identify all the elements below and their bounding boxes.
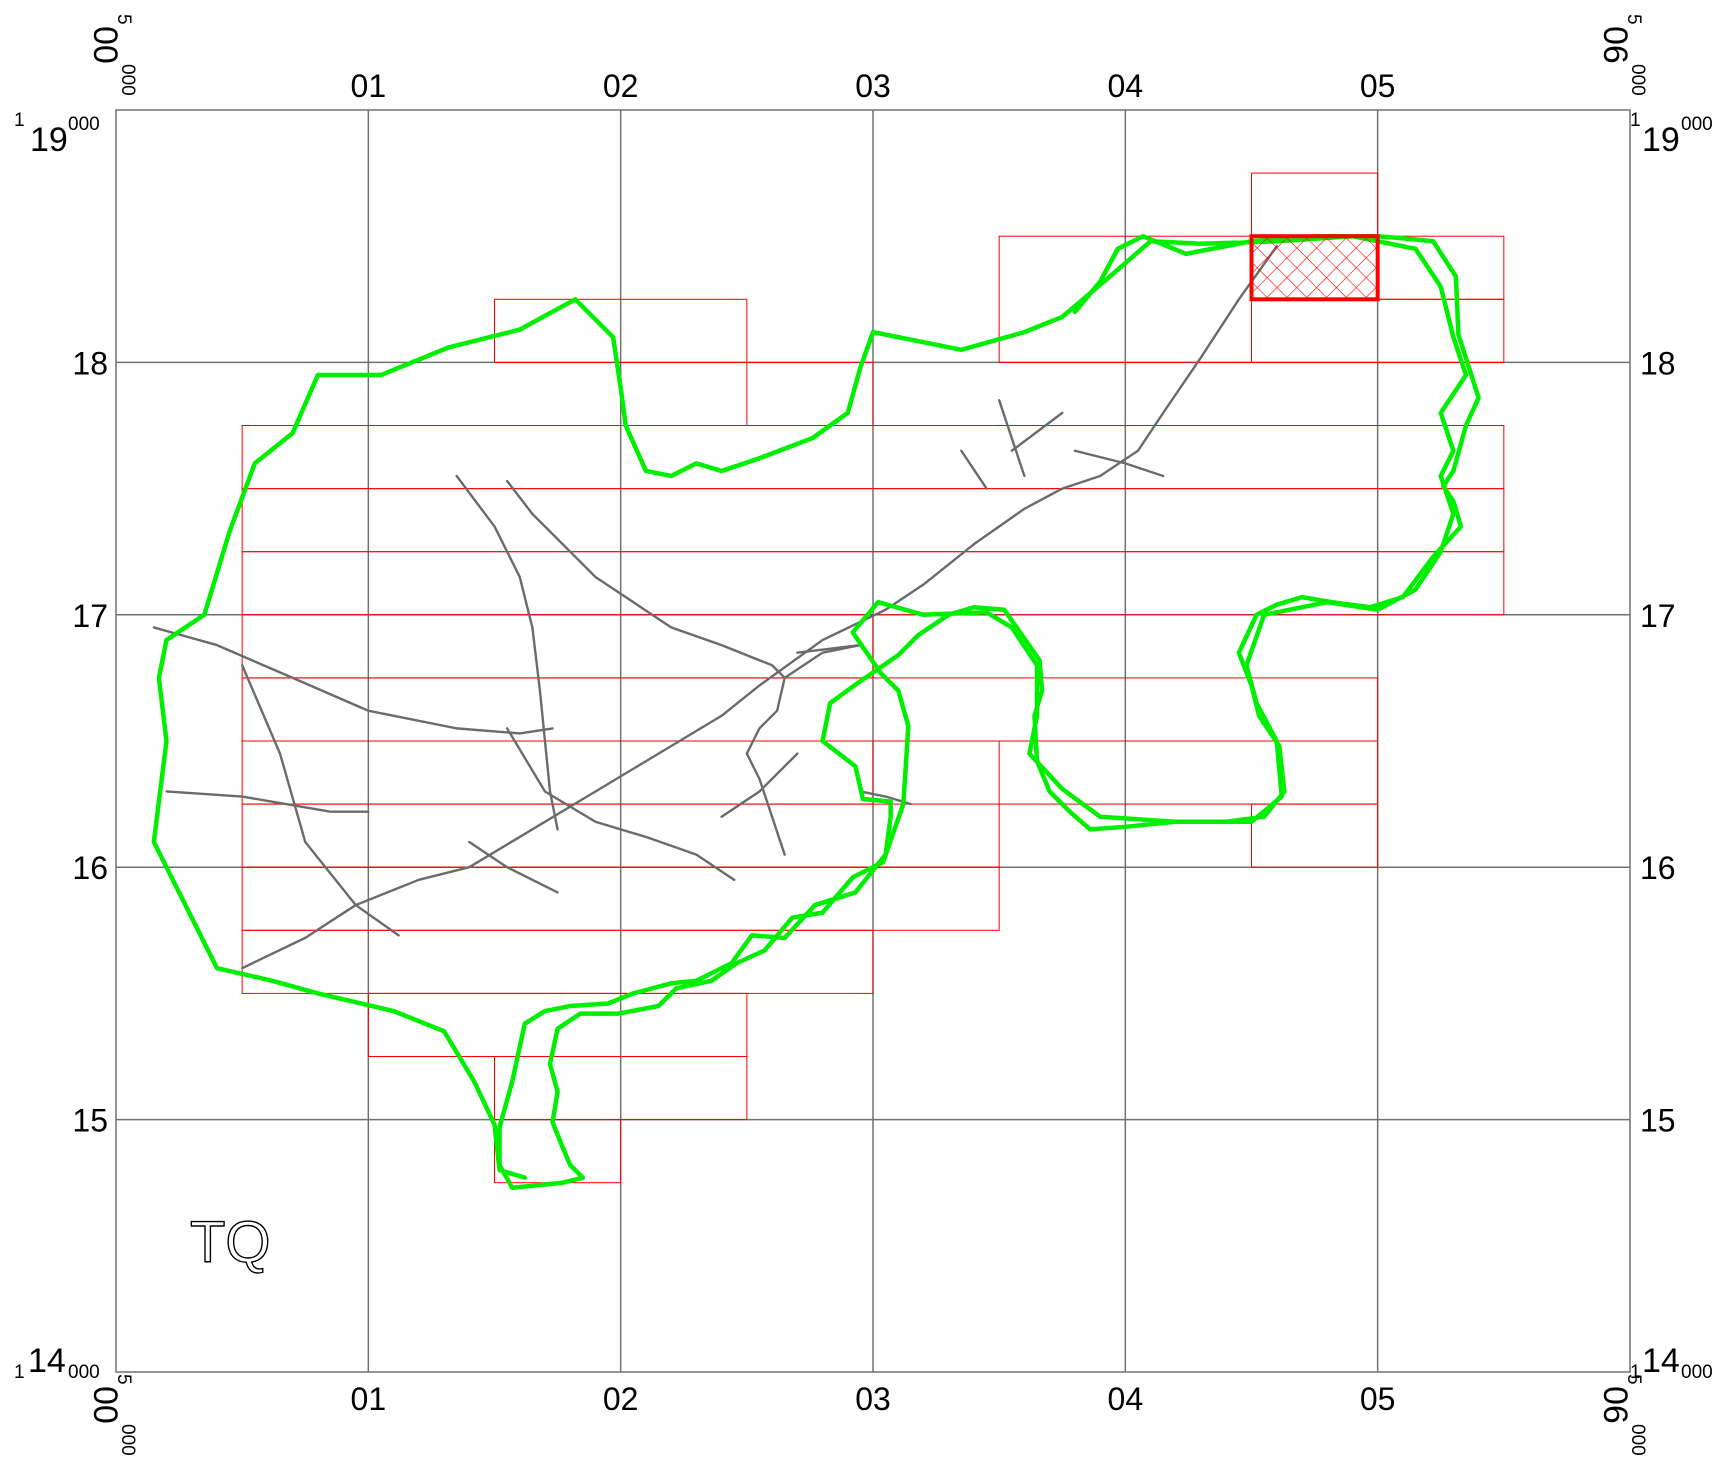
- svg-text:06: 06: [1596, 26, 1634, 64]
- top-northing-sup: 1: [14, 110, 25, 131]
- x-tick-top: 05: [1360, 68, 1396, 104]
- area-boundary: [151, 233, 1481, 1190]
- svg-text:000: 000: [1627, 64, 1648, 96]
- top-northing-main-right: 19: [1642, 121, 1680, 159]
- x-tick-bottom: 03: [855, 1381, 891, 1417]
- road: [1073, 449, 1165, 478]
- selected-tile[interactable]: [1249, 234, 1380, 302]
- road: [152, 626, 554, 735]
- bottom-northing-sup-right: 1: [1630, 1362, 1641, 1383]
- y-tick-right: 18: [1640, 345, 1676, 381]
- right-easting-top: 5 06 000: [1596, 14, 1648, 96]
- bottom-northing-sub-right: 000: [1681, 1362, 1713, 1383]
- road: [240, 245, 1278, 970]
- x-tick-bottom: 02: [603, 1381, 639, 1417]
- y-tick-left: 18: [72, 345, 108, 381]
- grid-square-label: TQ: [190, 1210, 271, 1275]
- boundary-line: [151, 233, 1481, 1190]
- y-tick-right: 15: [1640, 1103, 1676, 1139]
- x-tick-top: 02: [603, 68, 639, 104]
- svg-text:000: 000: [117, 1424, 138, 1456]
- svg-text:06: 06: [1596, 1386, 1634, 1424]
- roads: [152, 245, 1278, 970]
- svg-text:5: 5: [1623, 14, 1644, 25]
- bottom-northing-main-right: 14: [1642, 1342, 1680, 1380]
- svg-text:5: 5: [113, 1374, 134, 1385]
- y-tick-left: 17: [72, 598, 108, 634]
- svg-text:00: 00: [86, 26, 124, 64]
- left-easting-top: 5 00 000: [86, 14, 138, 96]
- y-tick-left: 15: [72, 1103, 108, 1139]
- x-tick-top: 01: [351, 68, 387, 104]
- selected-tile-box: [1249, 234, 1380, 302]
- x-tick-bottom: 05: [1360, 1381, 1396, 1417]
- map-frame: [115, 109, 1631, 1373]
- svg-text:000: 000: [117, 64, 138, 96]
- road: [997, 399, 1026, 478]
- road: [505, 479, 786, 856]
- bottom-northing-main: 14: [28, 1342, 66, 1380]
- road: [720, 752, 799, 818]
- x-tick-top: 04: [1108, 68, 1144, 104]
- top-northing-sub-right: 000: [1681, 114, 1713, 135]
- tile-sheet: [998, 740, 1379, 805]
- svg-text:5: 5: [1623, 1374, 1644, 1385]
- x-tick-bottom: 04: [1108, 1381, 1144, 1417]
- top-northing-sup-right: 1: [1630, 110, 1641, 131]
- bottom-northing-sup: 1: [14, 1362, 25, 1383]
- x-tick-bottom: 01: [351, 1381, 387, 1417]
- tile-sheet: [494, 298, 748, 363]
- road: [455, 474, 559, 831]
- road: [165, 790, 370, 813]
- x-tick-top: 03: [855, 68, 891, 104]
- top-northing-sub: 000: [68, 114, 100, 135]
- road: [796, 643, 862, 654]
- left-easting-bottom: 5 00 000: [86, 1374, 138, 1456]
- y-tick-right: 16: [1640, 850, 1676, 886]
- right-easting-bottom: 5 06 000: [1596, 1374, 1648, 1456]
- y-tick-right: 17: [1640, 598, 1676, 634]
- y-tick-left: 16: [72, 850, 108, 886]
- bottom-northing-sub: 000: [68, 1362, 100, 1383]
- svg-text:000: 000: [1627, 1424, 1648, 1456]
- road: [960, 449, 988, 490]
- svg-text:00: 00: [86, 1386, 124, 1424]
- top-northing-main: 19: [30, 121, 68, 159]
- road: [1010, 411, 1064, 452]
- road: [468, 840, 559, 894]
- tile-sheet: [1251, 803, 1379, 868]
- svg-text:5: 5: [113, 14, 134, 25]
- road: [505, 727, 736, 882]
- road: [240, 664, 400, 937]
